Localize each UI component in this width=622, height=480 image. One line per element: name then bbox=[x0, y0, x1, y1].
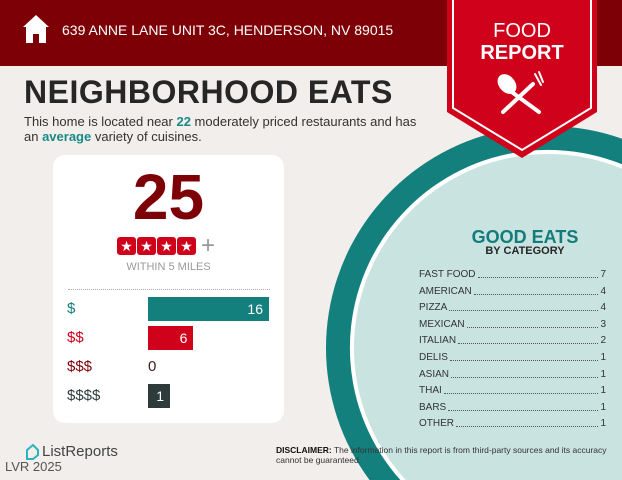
leader-dots bbox=[451, 369, 599, 378]
category-count: 4 bbox=[600, 285, 606, 297]
total-count: 25 bbox=[132, 161, 205, 233]
category-count: 7 bbox=[600, 269, 606, 280]
category-count: 1 bbox=[600, 385, 606, 397]
category-item: MEXICAN 3 bbox=[419, 319, 622, 331]
price-label: $$ bbox=[67, 329, 84, 346]
page-title: NEIGHBORHOOD EATS bbox=[24, 74, 393, 110]
category-name: MEXICAN bbox=[419, 318, 465, 330]
category-item: FAST FOOD 7 bbox=[419, 269, 622, 281]
category-count: 1 bbox=[600, 352, 606, 363]
categories-subtitle: BY CATEGORY bbox=[485, 245, 565, 257]
price-bar: 1 bbox=[148, 384, 170, 408]
category-name: OTHER bbox=[419, 418, 454, 430]
leader-dots bbox=[448, 402, 599, 411]
category-name: AMERICAN bbox=[419, 285, 472, 297]
category-item: THAI 1 bbox=[419, 385, 622, 397]
price-value: 0 bbox=[148, 358, 157, 375]
price-row: $16 bbox=[67, 297, 277, 321]
category-name: ASIAN bbox=[419, 368, 450, 380]
category-item: PIZZA 4 bbox=[419, 302, 622, 314]
leader-dots bbox=[456, 418, 599, 428]
home-icon bbox=[23, 15, 49, 43]
category-count: 4 bbox=[600, 302, 606, 314]
categories-title: GOOD EATS bbox=[471, 227, 579, 247]
leader-dots bbox=[466, 319, 599, 328]
category-item: OTHER 1 bbox=[419, 418, 622, 430]
category-item: ASIAN 1 bbox=[419, 369, 622, 381]
category-name: THAI bbox=[419, 385, 442, 397]
category-name: ITALIAN bbox=[419, 335, 457, 347]
category-name: BARS bbox=[419, 401, 447, 413]
within-label: WITHIN 5 MILES bbox=[126, 261, 211, 273]
star-icon: ★ bbox=[177, 237, 196, 255]
star-icon: ★ bbox=[117, 237, 136, 255]
leader-dots bbox=[449, 352, 599, 361]
category-count: 3 bbox=[600, 318, 606, 330]
leader-dots bbox=[443, 385, 599, 395]
price-bar: 6 bbox=[148, 326, 194, 350]
summary-card: 25 ★ ★ ★ ★ + WITHIN 5 MILES $16 $$ 6 $$$ 0 $$$$ 1 bbox=[53, 155, 284, 423]
category-count: 2 bbox=[600, 335, 606, 347]
category-count: 1 bbox=[600, 418, 606, 430]
category-item: ITALIAN 2 bbox=[419, 335, 622, 347]
star-rating: ★ ★ ★ ★ + bbox=[117, 232, 216, 259]
price-label: $ bbox=[67, 300, 76, 317]
watermark: LVR 2025 bbox=[5, 459, 62, 474]
category-item: BARS 1 bbox=[419, 402, 622, 414]
food-report-ribbon bbox=[447, 0, 597, 158]
price-row: $$$$ 1 bbox=[67, 384, 277, 408]
listreports-logo: ListReports bbox=[24, 443, 118, 460]
leader-dots bbox=[477, 269, 599, 278]
leader-dots bbox=[458, 335, 599, 345]
star-icon: ★ bbox=[157, 237, 176, 255]
category-item: DELIS 1 bbox=[419, 352, 622, 364]
description: This home is located near 22 moderately … bbox=[24, 114, 417, 144]
price-bar: 16 bbox=[148, 297, 269, 321]
ribbon-title: FOOD REPORT bbox=[447, 20, 597, 64]
price-label: $$$ bbox=[67, 358, 93, 375]
price-label: $$$$ bbox=[67, 387, 101, 404]
ribbon-line2: REPORT bbox=[480, 42, 564, 64]
plus-icon: + bbox=[201, 232, 216, 259]
price-row: $$$ 0 bbox=[67, 355, 277, 379]
star-icon: ★ bbox=[137, 237, 156, 255]
address: 639 ANNE LANE UNIT 3C, HENDERSON, NV 890… bbox=[62, 22, 394, 38]
spoon-fork-icon bbox=[497, 71, 544, 114]
divider bbox=[68, 289, 270, 290]
category-item: AMERICAN 4 bbox=[419, 286, 622, 298]
category-count: 1 bbox=[600, 368, 606, 380]
leader-dots bbox=[473, 286, 599, 295]
category-count: 1 bbox=[600, 401, 606, 413]
price-row: $$ 6 bbox=[67, 326, 277, 350]
category-name: DELIS bbox=[419, 352, 448, 363]
leader-dots bbox=[449, 302, 599, 312]
category-name: PIZZA bbox=[419, 302, 448, 314]
circle-inner-fill bbox=[353, 154, 622, 480]
disclaimer: DISCLAIMER: The information in this repo… bbox=[276, 445, 607, 465]
category-name: FAST FOOD bbox=[419, 269, 476, 280]
ribbon-line1: FOOD bbox=[493, 20, 551, 42]
